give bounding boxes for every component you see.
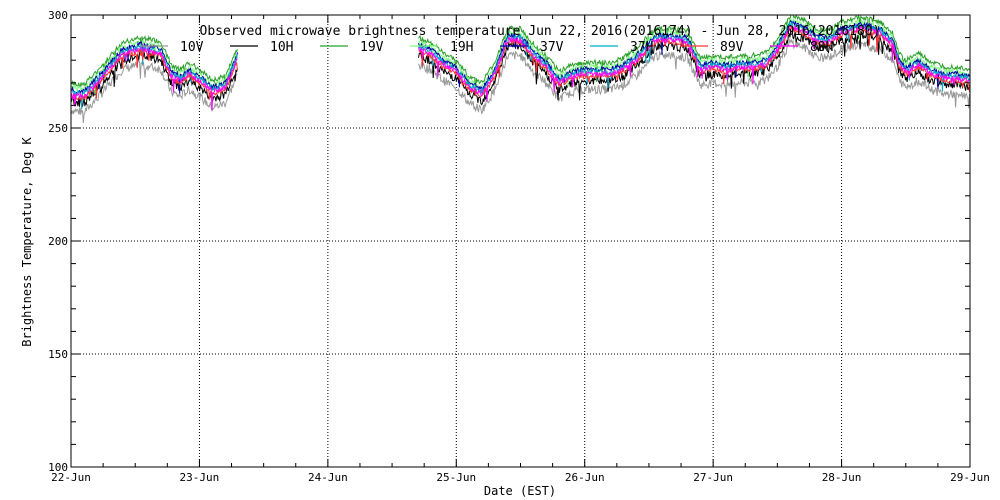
legend-label-10v: 10V: [180, 40, 204, 55]
series-line-19h: [70, 17, 970, 97]
legend-label-37h: 37H: [630, 40, 653, 55]
y-tick-label: 200: [48, 235, 68, 248]
y-tick-label: 150: [48, 348, 68, 361]
x-tick-label: 27-Jun: [693, 471, 733, 484]
series-line-19v: [70, 13, 970, 95]
legend-label-19h: 19H: [450, 40, 473, 55]
legend-label-37v: 37V: [540, 40, 564, 55]
x-tick-label: 23-Jun: [180, 471, 220, 484]
series-lines: [70, 13, 970, 124]
x-tick-label: 26-Jun: [565, 471, 605, 484]
legend-label-10h: 10H: [270, 40, 293, 55]
series-line-10v: [70, 37, 970, 124]
x-tick-label: 25-Jun: [436, 471, 476, 484]
x-tick-label: 29-Jun: [950, 471, 990, 484]
legend-label-19v: 19V: [360, 40, 384, 55]
plot-frame: [70, 14, 971, 468]
x-tick-label: 28-Jun: [822, 471, 862, 484]
axes: [70, 14, 971, 468]
chart-title: Observed microwave brightness temperatur…: [200, 24, 881, 39]
legend: 10V 10H 19V 19H 37V 37H 89V 89H: [140, 40, 833, 55]
legend-label-89h: 89H: [810, 40, 833, 55]
y-tick-label: 100: [48, 461, 68, 474]
y-tick-label: 250: [48, 122, 68, 135]
x-axis-label: Date (EST): [484, 484, 556, 498]
x-tick-label: 24-Jun: [308, 471, 348, 484]
y-tick-label: 300: [48, 9, 68, 22]
tick-labels: 22-Jun 23-Jun 24-Jun 25-Jun 26-Jun 27-Jun 28-J…: [48, 9, 990, 484]
legend-label-89v: 89V: [720, 40, 744, 55]
series-line-10h: [70, 29, 970, 108]
series-line-89h: [70, 25, 970, 111]
y-axis-label: Brightness Temperature, Deg K: [20, 136, 34, 346]
x-tick-label: 22-Jun: [51, 471, 91, 484]
